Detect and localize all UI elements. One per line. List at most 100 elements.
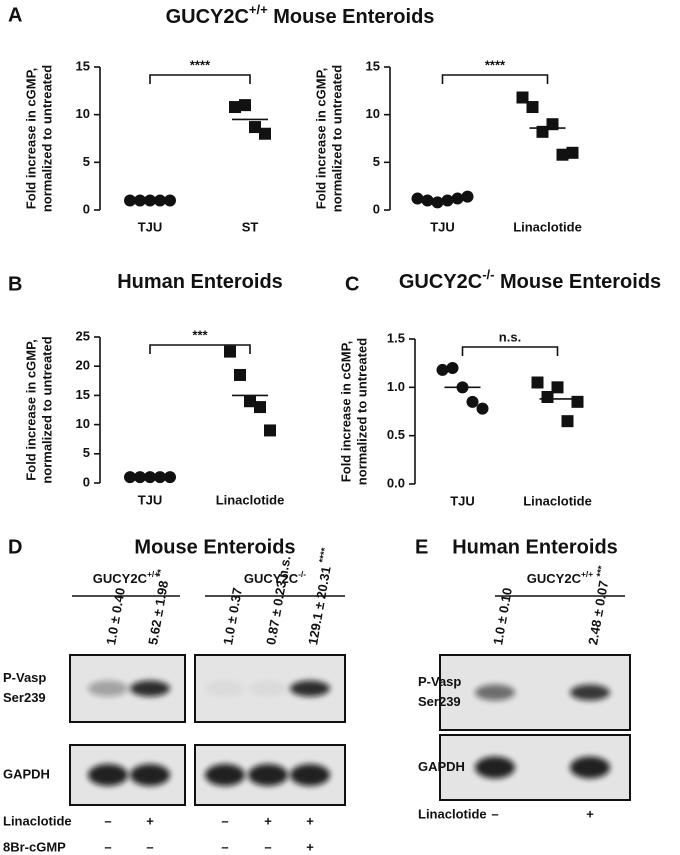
quantification-value: 2.48 ± 0.07 (586, 580, 612, 647)
y-tick-label: 1.5 (387, 330, 405, 345)
row-label: GAPDH (3, 766, 50, 781)
y-axis-label: Fold increase in cGMP, (338, 341, 353, 482)
data-point (566, 146, 579, 159)
y-tick-label: 15 (366, 58, 380, 73)
y-tick-label: 15 (76, 58, 90, 73)
chart-title: GUCY2C+/+ Mouse Enteroids (166, 2, 435, 28)
blot-title: Human Enteroids (452, 536, 618, 558)
blot-band (475, 756, 515, 779)
treatment-sign: + (586, 806, 594, 821)
blot-band (88, 764, 128, 786)
x-tick-label: ST (242, 219, 259, 234)
text-part: Mouse Enteroids (268, 6, 435, 28)
chart-title: Human Enteroids (117, 271, 283, 293)
blot-background (439, 734, 631, 801)
text-part: GUCY2C (93, 571, 148, 586)
panel-label: C (345, 273, 359, 295)
panel-label: D (8, 536, 22, 558)
blot-band (88, 680, 128, 697)
y-axis-label: normalized to untreated (329, 65, 344, 212)
panel-label: E (415, 536, 428, 558)
y-tick-label: 5 (83, 154, 90, 169)
row-label: Ser239 (418, 694, 461, 709)
treatment-sign: – (221, 839, 228, 854)
quantification-label: 5.62 ± 1.98 ** (143, 568, 173, 646)
treatment-sign: + (306, 813, 314, 828)
superscript: +/+ (581, 569, 593, 579)
text-part: GUCY2C (527, 571, 582, 586)
data-point (446, 362, 459, 374)
y-axis-label: Fold increase in cGMP, (23, 68, 38, 209)
x-tick-label: TJU (138, 492, 163, 507)
data-point (556, 148, 569, 161)
y-tick-label: 10 (366, 106, 380, 121)
row-label: P-Vasp (3, 670, 46, 685)
significance-label: *** (192, 327, 208, 342)
data-point (561, 415, 574, 428)
row-label: Ser239 (3, 690, 46, 705)
superscript: -/- (298, 569, 306, 579)
text-part: Human Enteroids (117, 271, 283, 293)
treatment-sign: – (264, 839, 271, 854)
significance-bracket (149, 74, 251, 84)
row-label: GAPDH (418, 759, 465, 774)
y-tick-label: 0.0 (387, 475, 405, 490)
y-tick-label: 0 (373, 201, 380, 216)
blot-band (290, 764, 330, 786)
text-part: GUCY2C (166, 6, 249, 28)
text-part: Mouse Enteroids (494, 271, 661, 293)
text-part: GUCY2C (244, 571, 299, 586)
data-point (431, 196, 444, 209)
data-point (411, 192, 424, 205)
y-axis-label: normalized to untreated (39, 336, 54, 483)
significance-label: *** (595, 565, 608, 578)
blot-band (570, 756, 610, 779)
row-label: P-Vasp (418, 674, 461, 689)
quantification-label: 1.0 ± 0.10 (491, 587, 516, 646)
treatment-label: Linaclotide (3, 813, 72, 828)
data-point (234, 368, 246, 381)
data-point (436, 363, 449, 376)
blot-band (248, 764, 288, 786)
y-tick-label: 1.0 (387, 379, 405, 394)
x-tick-label: TJU (450, 493, 475, 508)
data-point (239, 99, 251, 112)
data-point (571, 395, 584, 408)
blot-band (248, 680, 288, 697)
significance-label: **** (190, 57, 211, 72)
superscript: +/+ (249, 2, 268, 17)
quantification-value: 5.62 ± 1.98 (146, 580, 172, 647)
y-tick-label: 5 (83, 445, 90, 460)
y-tick-label: 10 (76, 106, 90, 121)
data-point (441, 194, 454, 207)
data-point (551, 381, 564, 394)
quantification-value: 0.87 ± 0.23 (264, 580, 290, 647)
blot-band (130, 680, 170, 697)
treatment-sign: – (104, 813, 111, 828)
data-point (249, 121, 261, 134)
data-point (124, 471, 136, 484)
data-point (461, 190, 474, 203)
blot-title: Mouse Enteroids (134, 536, 295, 558)
genotype-label: GUCY2C+/+ (527, 569, 593, 586)
x-tick-label: TJU (138, 219, 163, 234)
genotype-label: GUCY2C-/- (244, 569, 306, 586)
data-point (466, 395, 479, 408)
data-point (224, 345, 236, 358)
y-axis-label: normalized to untreated (39, 65, 54, 212)
data-point (264, 424, 276, 437)
quantification-value: 1.0 ± 0.10 (491, 587, 516, 646)
data-point (229, 101, 241, 114)
data-point (531, 376, 544, 389)
blot-band (130, 764, 170, 786)
treatment-label: 8Br-cGMP (3, 839, 66, 854)
y-tick-label: 0.5 (387, 427, 405, 442)
panel-label: A (8, 4, 22, 26)
x-tick-label: Linaclotide (513, 219, 582, 234)
x-tick-label: Linaclotide (216, 492, 285, 507)
superscript: -/- (482, 267, 494, 282)
data-point (546, 118, 559, 131)
data-point (476, 402, 489, 415)
data-point (164, 471, 176, 484)
blot-band (290, 680, 330, 697)
